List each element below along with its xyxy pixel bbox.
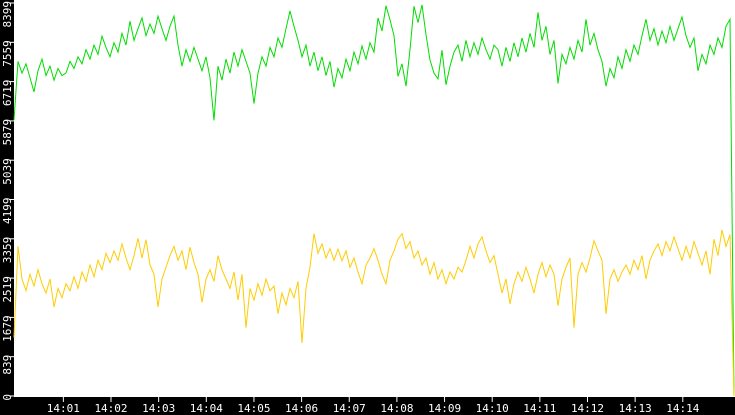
y-axis-tick-label: 2519 — [1, 276, 14, 303]
y-axis-tick-label: 6719 — [1, 80, 14, 107]
y-axis-tick-label: 1679 — [1, 315, 14, 342]
x-axis-tick-label: 14:01 — [47, 402, 80, 415]
x-axis-tick-label: 14:08 — [380, 402, 413, 415]
x-axis-tick-label: 14:05 — [237, 402, 270, 415]
y-axis-tick-label: 5039 — [1, 158, 14, 185]
x-axis-tick-label: 14:02 — [94, 402, 127, 415]
x-axis-tick-label: 14:04 — [190, 402, 223, 415]
y-axis-tick-label: 839 — [1, 355, 14, 375]
y-axis-tick-label: 7559 — [1, 40, 14, 67]
plot-area-bg — [14, 0, 735, 397]
x-axis-tick-label: 14:06 — [285, 402, 318, 415]
y-axis-tick-label: 8399 — [1, 1, 14, 28]
x-axis-tick-label: 14:14 — [666, 402, 699, 415]
x-axis-tick-label: 14:11 — [523, 402, 556, 415]
y-axis-tick-label: 4199 — [1, 198, 14, 225]
x-axis-tick-label: 14:10 — [476, 402, 509, 415]
x-axis-tick-label: 14:09 — [428, 402, 461, 415]
x-axis-tick-label: 14:13 — [619, 402, 652, 415]
x-axis-tick-label: 14:03 — [142, 402, 175, 415]
y-axis-tick-label: 3359 — [1, 237, 14, 263]
y-axis-tick-label: 5879 — [1, 119, 14, 145]
x-axis-tick-label: 14:07 — [333, 402, 366, 415]
series-line-green — [13, 4, 735, 397]
x-axis-tick-label: 14:12 — [571, 402, 604, 415]
y-axis-tick-label: 0 — [1, 394, 14, 401]
series-line-yellow — [13, 229, 735, 397]
